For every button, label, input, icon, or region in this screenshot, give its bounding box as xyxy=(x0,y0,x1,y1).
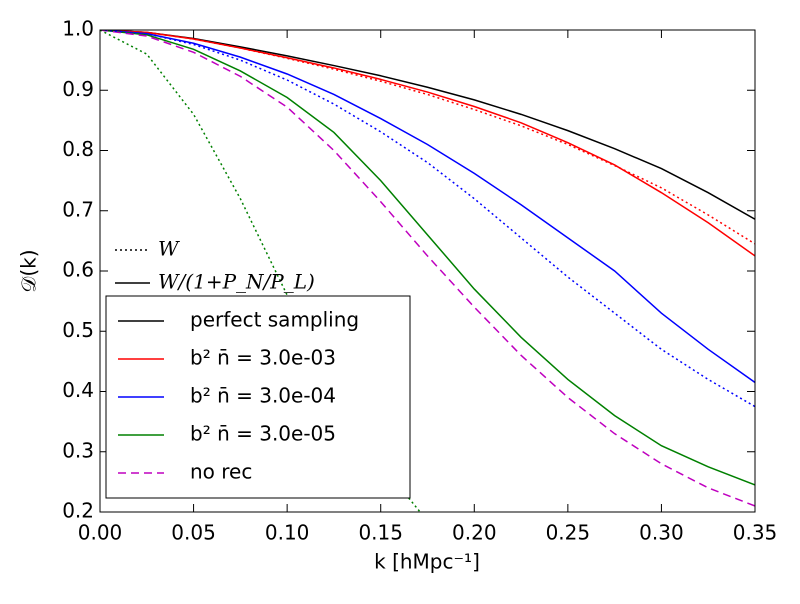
x-tick-label: 0.05 xyxy=(171,521,216,545)
y-tick-label: 0.9 xyxy=(62,77,94,101)
legend-label: b² n̄ = 3.0e-04 xyxy=(190,384,336,408)
x-axis-label: k [hMpc⁻¹] xyxy=(374,550,480,574)
plot-frame xyxy=(99,29,756,513)
x-tick-label: 0.00 xyxy=(78,521,123,545)
legend-label: b² n̄ = 3.0e-03 xyxy=(190,346,336,370)
line-series xyxy=(100,30,755,507)
y-tick-label: 0.4 xyxy=(62,378,94,402)
x-tick-label: 0.20 xyxy=(452,521,497,545)
y-axis-label: 𝒟(k) xyxy=(17,249,41,292)
x-tick-label: 0.15 xyxy=(358,521,403,545)
line-series xyxy=(100,30,755,384)
y-tick-label: 0.8 xyxy=(62,137,94,161)
x-tick-label: 0.25 xyxy=(546,521,591,545)
style-legend-label: W xyxy=(158,237,180,261)
y-tick-label: 1.0 xyxy=(62,17,94,41)
legend-label: no rec xyxy=(190,460,252,484)
x-tick-label: 0.30 xyxy=(639,521,684,545)
line-series xyxy=(100,30,755,408)
x-tick-label: 0.35 xyxy=(733,521,778,545)
legend-label: perfect sampling xyxy=(190,308,359,332)
y-tick-label: 0.5 xyxy=(62,318,94,342)
legend-label: b² n̄ = 3.0e-05 xyxy=(190,422,336,446)
plot-lines xyxy=(100,30,755,512)
y-tick-label: 0.7 xyxy=(62,197,94,221)
line-series xyxy=(100,30,755,257)
line-series xyxy=(100,30,755,486)
y-tick-label: 0.6 xyxy=(62,258,94,282)
style-legend-label: W/(1+P_N/P_L) xyxy=(158,270,315,294)
line-series xyxy=(100,30,755,220)
y-tick-label: 0.2 xyxy=(62,499,94,523)
y-tick-label: 0.3 xyxy=(62,438,94,462)
x-tick-label: 0.10 xyxy=(265,521,310,545)
